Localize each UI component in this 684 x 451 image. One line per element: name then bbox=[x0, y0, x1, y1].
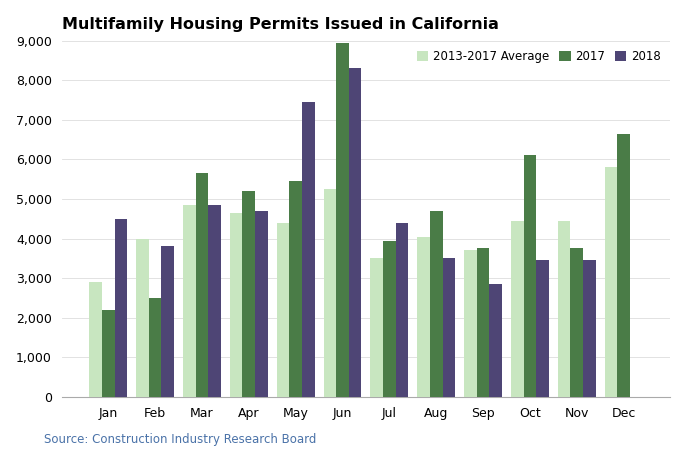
Bar bbox=[605, 167, 618, 397]
Bar bbox=[417, 236, 430, 397]
Bar bbox=[324, 189, 336, 397]
Bar bbox=[618, 133, 630, 397]
Bar bbox=[161, 246, 174, 397]
Bar bbox=[336, 42, 349, 397]
Bar bbox=[255, 211, 267, 397]
Bar bbox=[464, 250, 477, 397]
Bar bbox=[289, 181, 302, 397]
Bar bbox=[136, 239, 148, 397]
Bar bbox=[302, 102, 315, 397]
Bar bbox=[524, 156, 536, 397]
Bar bbox=[536, 260, 549, 397]
Bar bbox=[570, 249, 583, 397]
Bar bbox=[583, 260, 596, 397]
Bar bbox=[148, 298, 161, 397]
Bar bbox=[196, 173, 208, 397]
Bar bbox=[490, 284, 502, 397]
Bar bbox=[477, 249, 490, 397]
Bar bbox=[396, 223, 408, 397]
Bar bbox=[443, 258, 456, 397]
Bar bbox=[242, 191, 255, 397]
Bar bbox=[371, 258, 383, 397]
Bar bbox=[349, 68, 361, 397]
Bar bbox=[208, 205, 221, 397]
Legend: 2013-2017 Average, 2017, 2018: 2013-2017 Average, 2017, 2018 bbox=[413, 46, 664, 67]
Bar bbox=[430, 211, 443, 397]
Bar bbox=[383, 240, 396, 397]
Bar bbox=[276, 223, 289, 397]
Bar bbox=[114, 219, 127, 397]
Bar bbox=[558, 221, 570, 397]
Text: Source: Construction Industry Research Board: Source: Construction Industry Research B… bbox=[44, 433, 317, 446]
Bar bbox=[89, 282, 102, 397]
Bar bbox=[230, 213, 242, 397]
Bar bbox=[102, 310, 114, 397]
Text: Multifamily Housing Permits Issued in California: Multifamily Housing Permits Issued in Ca… bbox=[62, 18, 499, 32]
Bar bbox=[183, 205, 196, 397]
Bar bbox=[511, 221, 524, 397]
